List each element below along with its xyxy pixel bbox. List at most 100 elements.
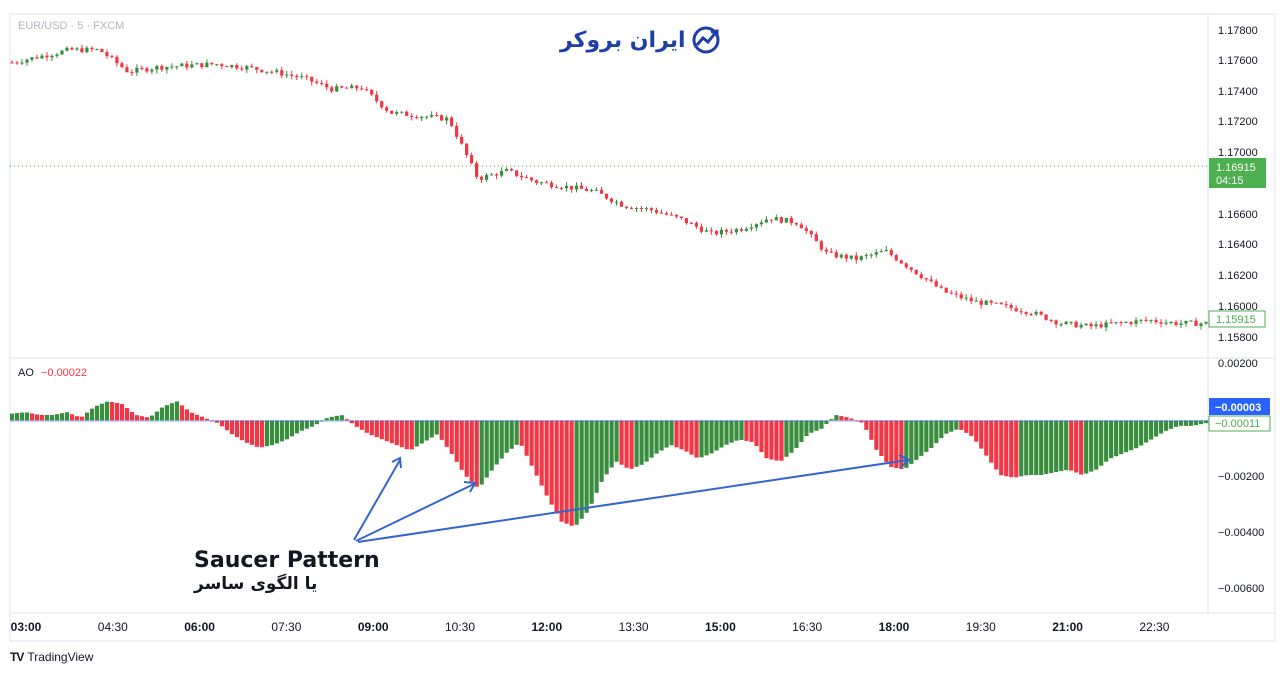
candle-body xyxy=(25,59,29,63)
ao-bar xyxy=(609,420,614,468)
candle-body xyxy=(794,223,798,225)
candle-body xyxy=(504,168,509,171)
annotation-subtitle: یا الگوی ساسر xyxy=(194,574,318,594)
ao-bar xyxy=(404,420,409,450)
ao-last-tag xyxy=(1208,415,1271,432)
ao-bar xyxy=(519,420,524,446)
candle-body xyxy=(480,176,484,180)
ao-bar xyxy=(509,420,514,449)
time-axis[interactable]: 03:00 04:30 06:00 07:30 09:00 10:30 12:00 13:30… xyxy=(11,620,1170,634)
ao-bar xyxy=(789,420,794,453)
ao-bar xyxy=(554,420,559,514)
price-tick-label: 1.15800 xyxy=(1218,332,1258,344)
ao-bar xyxy=(79,416,85,421)
candle-body xyxy=(1039,311,1043,315)
candle-body xyxy=(939,286,943,288)
candle-body xyxy=(400,111,404,113)
candle-body xyxy=(435,115,439,117)
candle-body xyxy=(854,255,858,260)
price-axis[interactable]: 1.17800 1.17600 1.17400 1.17200 1.17000 1.166… xyxy=(1218,25,1258,344)
ao-bar xyxy=(1169,420,1174,429)
candle-body xyxy=(1184,320,1188,324)
candle-body xyxy=(849,255,853,259)
price-tick-label: 1.17600 xyxy=(1218,55,1258,67)
ao-bar xyxy=(664,420,669,448)
candle-body xyxy=(430,115,434,117)
candle-body xyxy=(829,251,833,253)
ao-bar xyxy=(814,420,819,431)
ao-bar xyxy=(19,412,25,421)
candle-body xyxy=(390,110,394,114)
candle-body xyxy=(190,64,194,68)
candle-body xyxy=(145,68,149,72)
ao-indicator-label[interactable]: AO −0.00022 xyxy=(18,367,87,379)
candle-body xyxy=(120,63,124,68)
ao-bar xyxy=(59,413,65,421)
candle-body xyxy=(944,287,948,293)
ao-tick-label: −0.00400 xyxy=(1218,527,1264,539)
candle-body xyxy=(460,136,464,144)
candle-body xyxy=(290,74,294,76)
candle-body xyxy=(714,231,719,235)
ao-bar xyxy=(419,420,424,444)
ao-bar xyxy=(1044,420,1049,475)
tradingview-logo-icon: TV xyxy=(10,650,24,664)
candle-body xyxy=(694,223,699,227)
ao-bar xyxy=(349,420,354,424)
ao-bar xyxy=(364,420,369,433)
candle-body xyxy=(609,198,614,203)
candle-body xyxy=(834,252,838,258)
candle-body xyxy=(499,170,504,176)
price-tick-label: 1.16400 xyxy=(1218,239,1258,251)
candle-countdown: 04:15 xyxy=(1216,175,1244,187)
candle-body xyxy=(90,47,94,50)
candle-body xyxy=(115,56,119,64)
candle-body xyxy=(185,63,189,68)
ao-bar xyxy=(929,420,934,448)
candle-body xyxy=(999,302,1003,305)
ao-bar xyxy=(1114,420,1119,457)
candle-body xyxy=(519,175,524,178)
candle-body xyxy=(564,185,569,189)
ao-bar xyxy=(864,420,869,430)
candle-body xyxy=(1054,320,1058,325)
ao-axis[interactable]: 0.00200 −0.00200 −0.00400 −0.00600 xyxy=(1218,358,1264,595)
candle-body xyxy=(534,180,539,183)
ao-bar xyxy=(524,420,529,456)
candle-body xyxy=(1164,322,1168,324)
candle-body xyxy=(1144,319,1148,321)
ao-bar xyxy=(569,420,574,526)
ao-bar xyxy=(54,414,60,421)
ao-bar xyxy=(779,420,784,461)
ao-bar xyxy=(984,420,989,456)
ao-tick-label: −0.00600 xyxy=(1218,583,1264,595)
ao-bar xyxy=(514,420,519,445)
time-tick-label: 15:00 xyxy=(705,620,736,634)
candle-body xyxy=(1109,322,1113,324)
ao-bar xyxy=(564,420,569,524)
ao-bar xyxy=(674,420,679,448)
ao-bar xyxy=(754,420,759,447)
candle-body xyxy=(724,229,729,232)
candle-body xyxy=(789,218,793,224)
candle-body xyxy=(599,189,604,194)
candle-body xyxy=(475,163,479,177)
ao-bar xyxy=(389,420,394,444)
ao-bar xyxy=(324,418,329,421)
tradingview-brand[interactable]: TV TradingView xyxy=(10,650,93,664)
ao-bar xyxy=(614,420,619,462)
ao-bar xyxy=(484,420,489,478)
candle-body xyxy=(1059,324,1063,326)
candle-body xyxy=(629,207,634,209)
ao-bar xyxy=(234,420,240,438)
ao-bar xyxy=(159,407,165,421)
candle-body xyxy=(644,208,649,210)
candle-body xyxy=(1129,322,1133,324)
ao-bar xyxy=(1144,420,1149,443)
ao-bar xyxy=(1089,420,1094,472)
time-tick-label: 12:00 xyxy=(531,620,562,634)
candle-body xyxy=(210,62,214,65)
ao-bar xyxy=(184,409,190,421)
ao-bar xyxy=(444,420,449,447)
